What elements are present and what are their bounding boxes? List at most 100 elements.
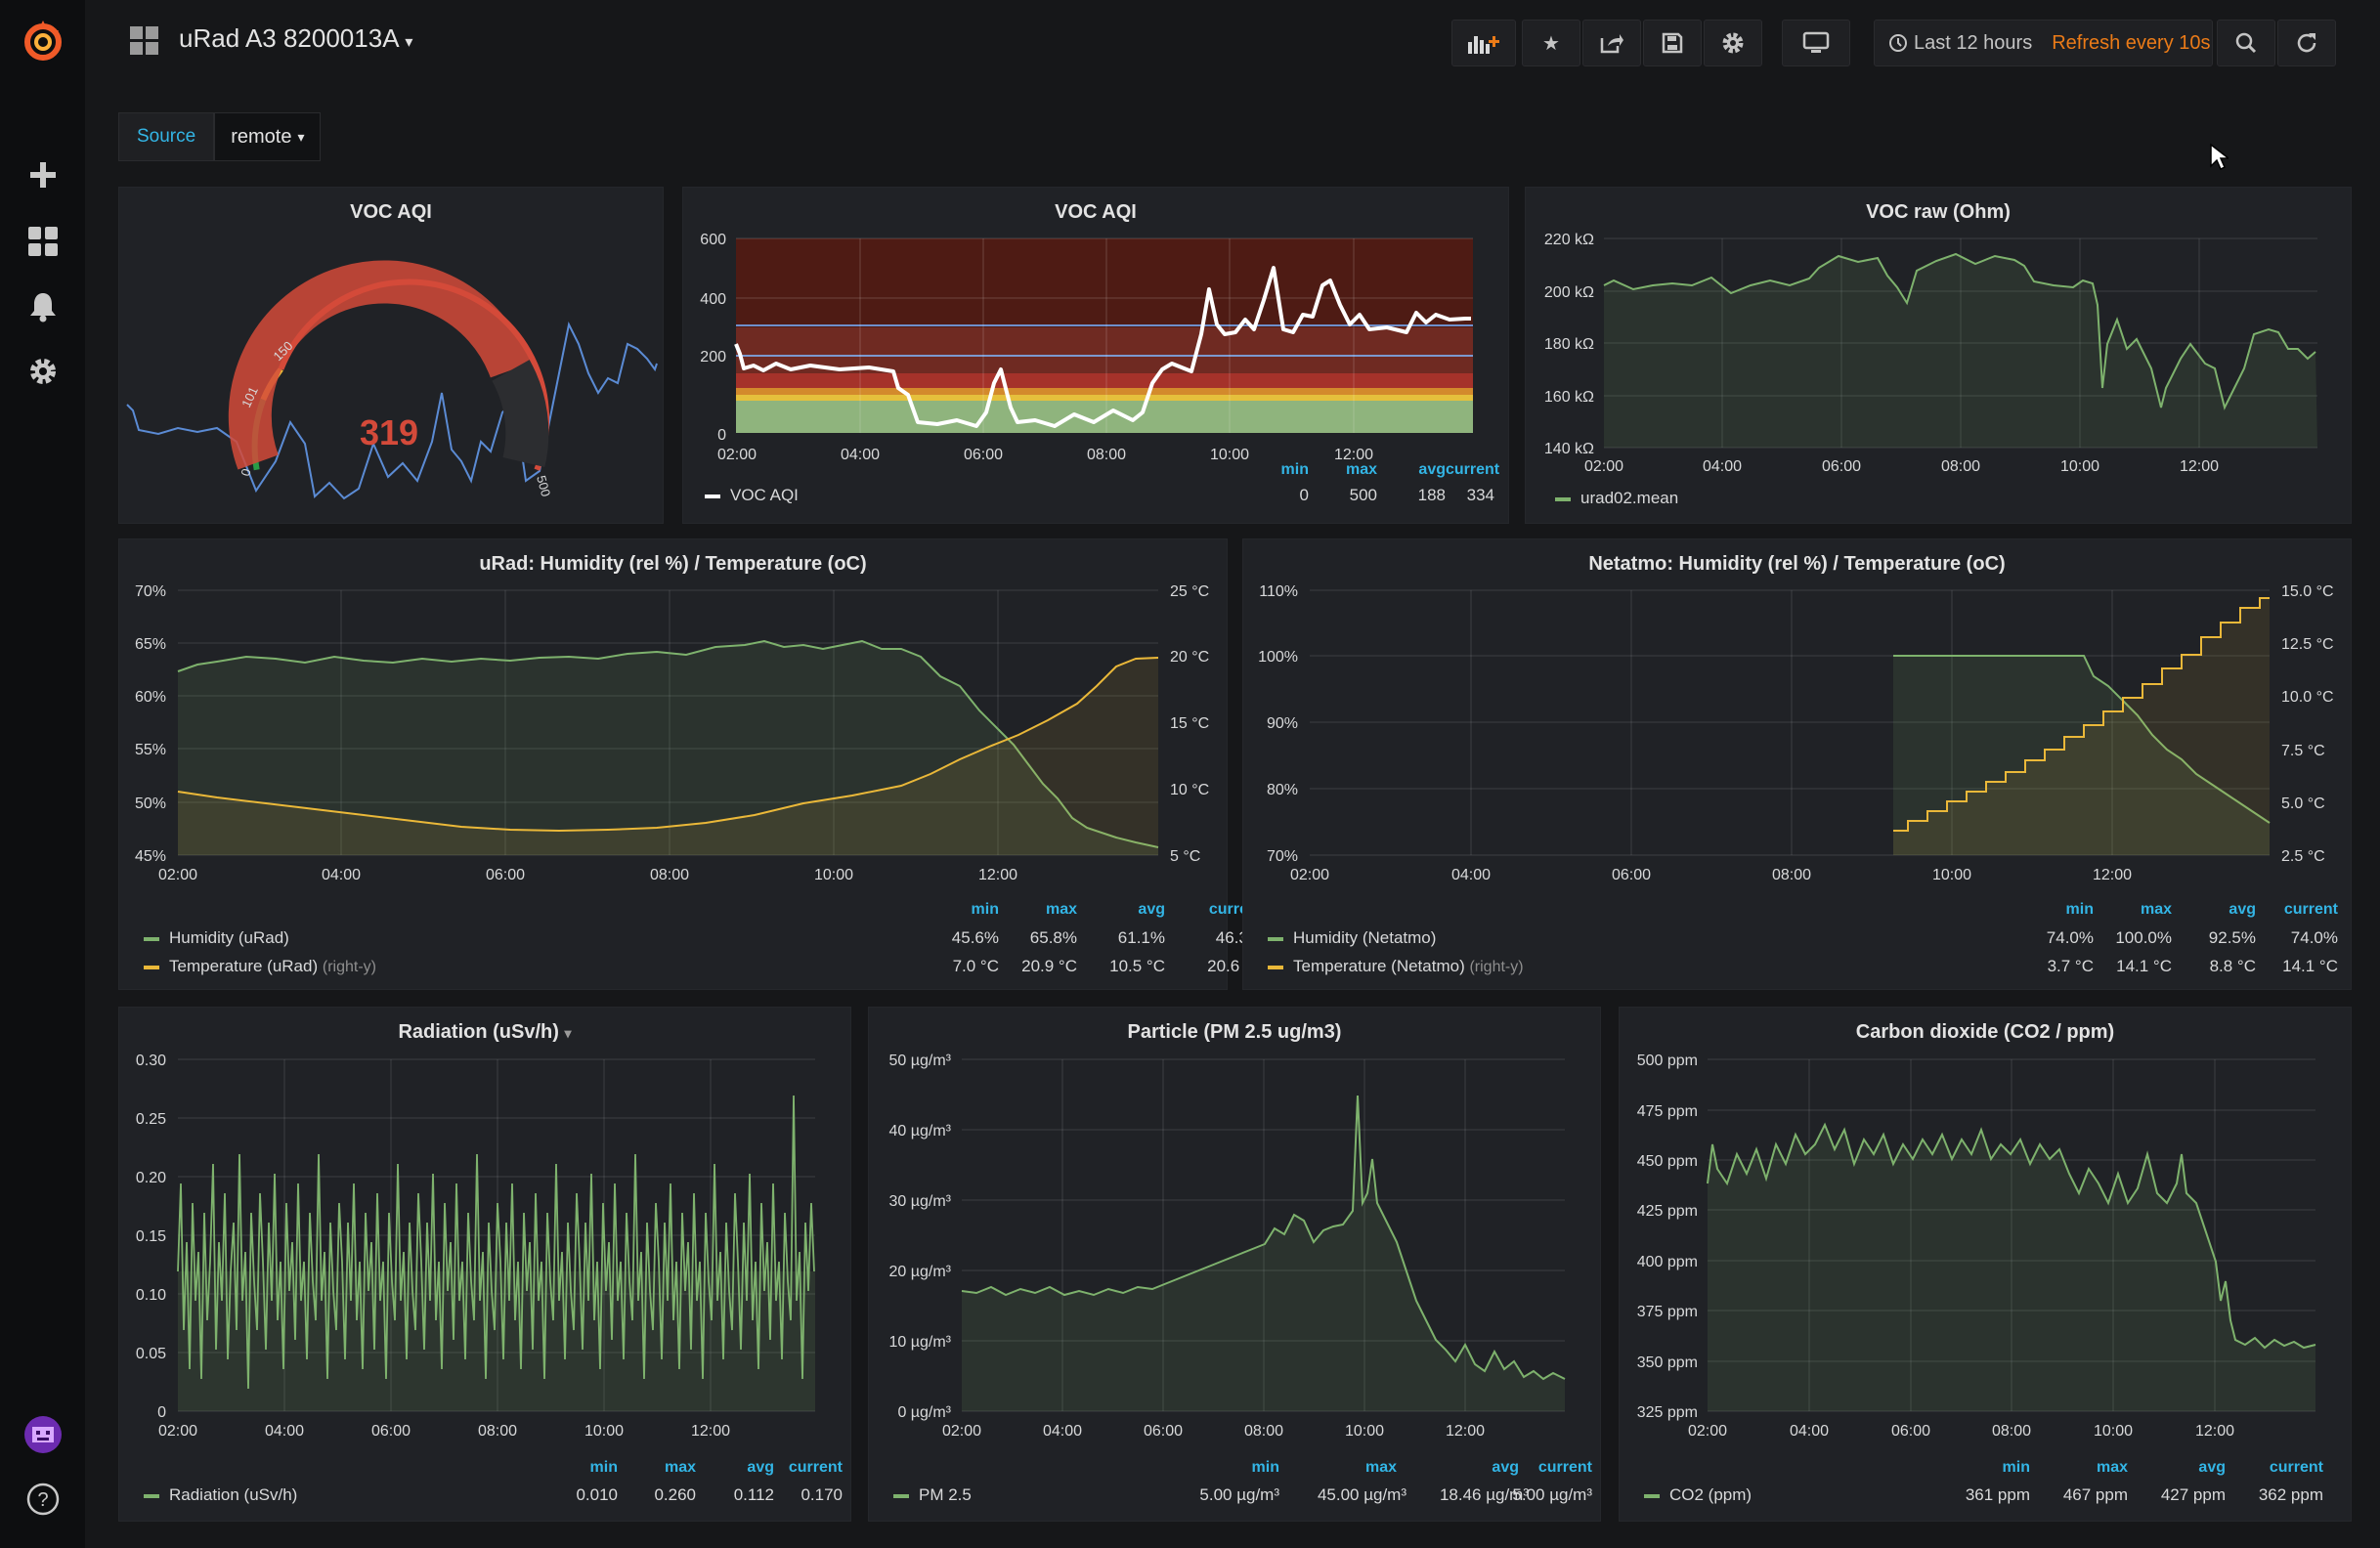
- x-tick: 02:00: [158, 1423, 197, 1440]
- panel-voc-aqi-gauge[interactable]: VOC AQI 319 0 101 150 500: [118, 187, 664, 524]
- zoom-out-button[interactable]: [2217, 20, 2275, 66]
- legend-value: 188: [1417, 486, 1446, 504]
- pm25-chart: 50 µg/m³ 40 µg/m³ 30 µg/m³ 20 µg/m³ 10 µ…: [889, 1053, 1566, 1440]
- legend-head-min[interactable]: min: [971, 901, 999, 918]
- radiation-area: [178, 1271, 815, 1411]
- legend-head-avg[interactable]: avg: [747, 1459, 774, 1476]
- legend-value: 5.00 µg/m³: [1512, 1485, 1592, 1504]
- legend-series[interactable]: VOC AQI: [705, 486, 799, 505]
- grafana-logo-icon[interactable]: [20, 18, 66, 64]
- legend-value: 18.46 µg/m³: [1439, 1485, 1529, 1504]
- series-swatch: [893, 1493, 909, 1498]
- legend-series[interactable]: urad02.mean: [1555, 489, 1678, 508]
- threshold-band-darkred: [736, 327, 1473, 373]
- panel-pm25[interactable]: Particle (PM 2.5 ug/m3) 50 µg/m³ 40 µg/m…: [868, 1007, 1601, 1522]
- panel-voc-aqi-graph[interactable]: VOC AQI 600 400 200 0 02:00 04:00 06:00 …: [682, 187, 1509, 524]
- legend-head-max[interactable]: max: [1045, 901, 1077, 918]
- y-tick: 0: [157, 1404, 166, 1421]
- legend-head-avg[interactable]: avg: [1418, 461, 1446, 478]
- y-tick: 30 µg/m³: [889, 1193, 952, 1210]
- grid: [1604, 237, 2317, 449]
- legend-head-min[interactable]: min: [1251, 1459, 1279, 1476]
- legend-head-avg[interactable]: avg: [2229, 901, 2256, 918]
- legend-head-min[interactable]: min: [2065, 901, 2094, 918]
- panel-co2[interactable]: Carbon dioxide (CO2 / ppm) 500 ppm 475 p…: [1619, 1007, 2352, 1522]
- source-dropdown[interactable]: remote ▾: [214, 112, 322, 161]
- legend-head-max[interactable]: max: [2140, 901, 2172, 918]
- dashboards-icon[interactable]: [20, 218, 66, 265]
- panel-title: uRad: Humidity (rel %) / Temperature (oC…: [479, 553, 867, 575]
- caret-down-icon: ▾: [405, 34, 413, 51]
- x-tick: 08:00: [1087, 447, 1126, 463]
- voc-raw-area: [1604, 254, 2317, 448]
- legend-series-temperature[interactable]: Temperature (Netatmo) (right-y): [1268, 957, 1524, 976]
- panel-netatmo-humidity-temperature[interactable]: Netatmo: Humidity (rel %) / Temperature …: [1242, 538, 2352, 990]
- refresh-button[interactable]: [2277, 20, 2336, 66]
- legend-head-current[interactable]: current: [1537, 1459, 1592, 1476]
- star-button[interactable]: ★: [1522, 20, 1580, 66]
- legend-series[interactable]: PM 2.5: [893, 1485, 972, 1505]
- legend-head-max[interactable]: max: [1364, 1459, 1397, 1476]
- legend-head-current[interactable]: current: [788, 1459, 843, 1476]
- legend-head-min[interactable]: min: [1280, 461, 1309, 478]
- legend-series[interactable]: CO2 (ppm): [1644, 1485, 1752, 1505]
- series-swatch: [1555, 496, 1571, 501]
- gauge-chart: 319 0 101 150 500: [126, 260, 658, 500]
- co2-series: [1707, 1122, 2316, 1350]
- y-tick: 45%: [135, 848, 166, 865]
- panel-radiation[interactable]: Radiation (uSv/h) ▾ 0.30 0.25 0.20 0.15 …: [118, 1007, 851, 1522]
- legend-head-avg[interactable]: avg: [2198, 1459, 2226, 1476]
- time-picker-button[interactable]: Last 12 hours Refresh every 10s: [1874, 20, 2213, 66]
- template-variable-source: Source remote ▾: [118, 112, 322, 161]
- legend-head-max[interactable]: max: [664, 1459, 696, 1476]
- dashboard-title[interactable]: uRad A3 8200013A ▾: [179, 23, 413, 53]
- legend-head-avg[interactable]: avg: [1138, 901, 1165, 918]
- add-panel-icon: [1468, 36, 1499, 54]
- add-panel-button[interactable]: [1451, 20, 1516, 66]
- plus-icon[interactable]: [20, 151, 66, 198]
- star-icon: ★: [1542, 32, 1560, 55]
- legend-series[interactable]: Radiation (uSv/h): [144, 1485, 297, 1505]
- radiation-chart: 0.30 0.25 0.20 0.15 0.10 0.05 0 02:00 04…: [136, 1053, 815, 1440]
- legend-value: 500: [1349, 486, 1377, 504]
- y-tick: 40 µg/m³: [889, 1123, 952, 1140]
- y2-tick: 2.5 °C: [2281, 848, 2325, 865]
- gear-icon[interactable]: [20, 348, 66, 395]
- legend-head-current[interactable]: current: [1446, 461, 1500, 478]
- save-button[interactable]: [1643, 20, 1702, 66]
- legend-series-humidity[interactable]: Humidity (uRad): [144, 928, 289, 948]
- search-icon: [2235, 32, 2257, 54]
- panel-voc-raw[interactable]: VOC raw (Ohm) 220 kΩ 200 kΩ 180 kΩ 160 k…: [1525, 187, 2352, 524]
- caret-down-icon: ▾: [564, 1025, 572, 1041]
- panel-urad-humidity-temperature[interactable]: uRad: Humidity (rel %) / Temperature (oC…: [118, 538, 1263, 990]
- legend-head-avg[interactable]: avg: [1492, 1459, 1519, 1476]
- bell-icon[interactable]: [20, 283, 66, 330]
- help-icon[interactable]: ?: [20, 1476, 66, 1523]
- panel-title: Carbon dioxide (CO2 / ppm): [1855, 1021, 2115, 1043]
- pm25-area: [962, 1154, 1565, 1411]
- legend-head-max[interactable]: max: [2096, 1459, 2128, 1476]
- share-button[interactable]: [1582, 20, 1641, 66]
- legend-head-current[interactable]: current: [2269, 1459, 2323, 1476]
- voc-raw-chart: 220 kΩ 200 kΩ 180 kΩ 160 kΩ 140 kΩ 02:00…: [1544, 232, 2317, 475]
- gauge-value-arc: [228, 260, 532, 470]
- legend-head-max[interactable]: max: [1345, 461, 1377, 478]
- legend-head-min[interactable]: min: [2002, 1459, 2030, 1476]
- settings-button[interactable]: [1704, 20, 1762, 66]
- legend-series-humidity[interactable]: Humidity (Netatmo): [1268, 928, 1436, 948]
- x-tick: 06:00: [1822, 458, 1861, 475]
- y-tick: 160 kΩ: [1544, 389, 1594, 406]
- y-tick: 10 µg/m³: [889, 1334, 952, 1351]
- x-tick: 02:00: [717, 447, 757, 463]
- gauge-min-label: 0: [238, 467, 253, 478]
- avatar[interactable]: [20, 1411, 66, 1458]
- legend-head-current[interactable]: current: [2283, 901, 2338, 918]
- x-tick: 12:00: [978, 867, 1017, 883]
- legend-series-temperature[interactable]: Temperature (uRad) (right-y): [144, 957, 376, 976]
- tv-mode-button[interactable]: [1782, 20, 1850, 66]
- threshold-band-yellow: [736, 395, 1473, 401]
- y-tick: 0.20: [136, 1170, 166, 1186]
- legend-head-min[interactable]: min: [589, 1459, 618, 1476]
- legend-value: 0.112: [733, 1485, 774, 1504]
- x-tick: 02:00: [942, 1423, 981, 1440]
